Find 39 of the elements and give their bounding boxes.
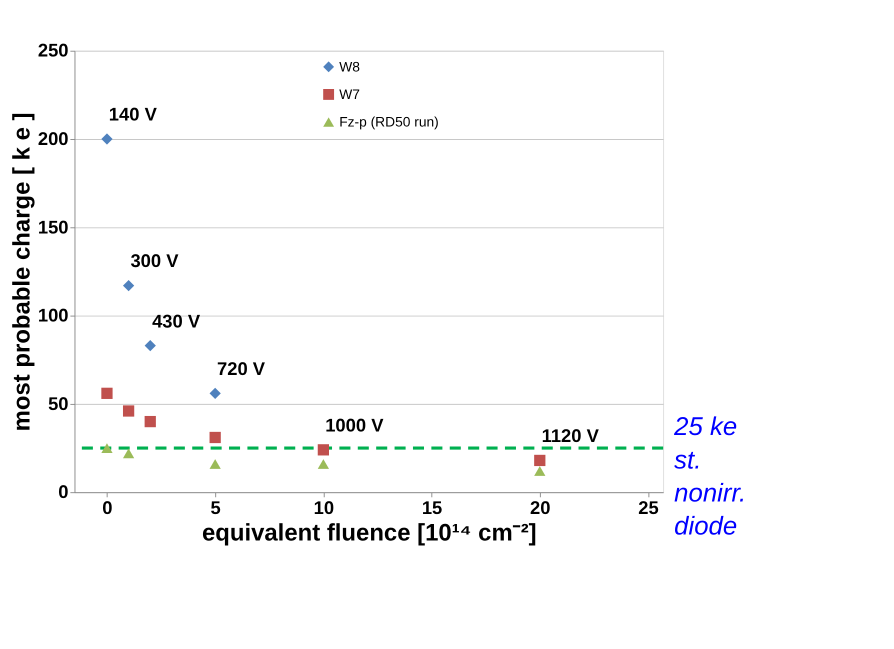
x-tick-label: 5 <box>210 496 221 518</box>
annotation: 300 V <box>130 250 180 272</box>
x-axis-title: equivalent fluence [10¹⁴ cm⁻²] <box>202 520 537 547</box>
y-tick-label: 200 <box>38 128 69 150</box>
x-tick-label: 0 <box>102 496 113 518</box>
y-axis-title: most probable charge [ k e ] <box>8 112 36 432</box>
point <box>122 280 134 292</box>
y-tick-label: 250 <box>38 40 69 61</box>
annotation: 140 V <box>108 104 158 125</box>
point <box>318 444 330 456</box>
point <box>144 416 156 428</box>
x-tick-label: 15 <box>422 496 442 518</box>
legend-label: Fz-p (RD50 run) <box>339 114 439 130</box>
legend-label: W8 <box>339 59 360 74</box>
annotation: 430 V <box>152 310 201 332</box>
point <box>101 133 113 145</box>
point <box>210 432 221 444</box>
y-tick-label: 0 <box>58 481 69 502</box>
point <box>534 466 546 476</box>
point <box>101 388 113 399</box>
point <box>144 340 156 352</box>
y-tick-label: 50 <box>48 392 69 414</box>
point <box>210 388 221 399</box>
x-tick-label: 20 <box>530 496 550 518</box>
point <box>101 443 113 453</box>
point <box>210 459 221 469</box>
point <box>122 448 134 458</box>
y-tick-label: 100 <box>38 304 69 326</box>
annotation: 720 V <box>217 358 266 379</box>
y-tick-label: 150 <box>38 216 69 238</box>
point <box>534 454 546 466</box>
point <box>318 459 330 469</box>
annotation: 1000 V <box>325 414 384 436</box>
x-tick-label: 25 <box>638 496 659 518</box>
x-tick-label: 10 <box>314 496 334 518</box>
point <box>122 405 134 417</box>
ref-line-label: 25 ke st. nonirr. diode <box>673 413 746 541</box>
legend-label: W7 <box>339 87 360 102</box>
annotation: 1120 V <box>542 425 600 446</box>
